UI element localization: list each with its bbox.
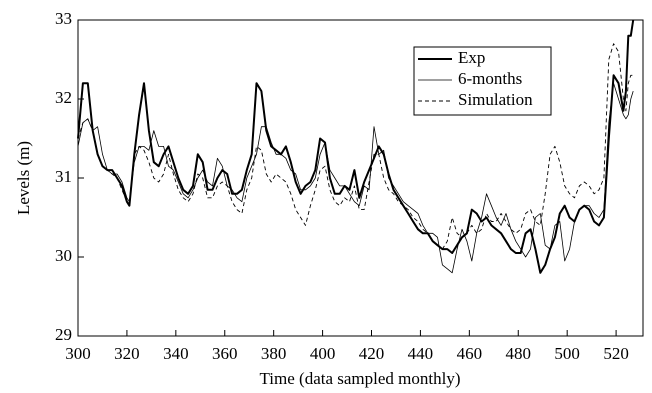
x-axis-label: Time (data sampled monthly) [260,369,461,388]
y-axis-label: Levels (m) [14,141,33,215]
x-tick-label: 360 [212,344,238,363]
x-tick-label: 380 [261,344,287,363]
y-tick-label: 33 [55,9,72,28]
legend-label: 6-months [458,69,522,88]
y-tick-label: 29 [55,325,72,344]
x-tick-label: 480 [506,344,532,363]
legend-label: Simulation [458,90,533,109]
series-line [77,19,635,274]
plot-frame [77,19,644,337]
x-tick-label: 440 [408,344,434,363]
x-tick-label: 420 [359,344,385,363]
y-tick-label: 32 [55,88,72,107]
x-tick-label: 520 [603,344,629,363]
x-tick-label: 300 [65,344,91,363]
x-tick-label: 500 [554,344,580,363]
x-tick-label: 340 [163,344,189,363]
x-tick-label: 400 [310,344,336,363]
legend-label: Exp [458,48,485,67]
x-tick-label: 320 [114,344,140,363]
y-tick-label: 30 [55,246,72,265]
y-tick-label: 31 [55,167,72,186]
series-line [77,43,634,250]
series-line [77,82,634,274]
x-tick-label: 460 [457,344,483,363]
